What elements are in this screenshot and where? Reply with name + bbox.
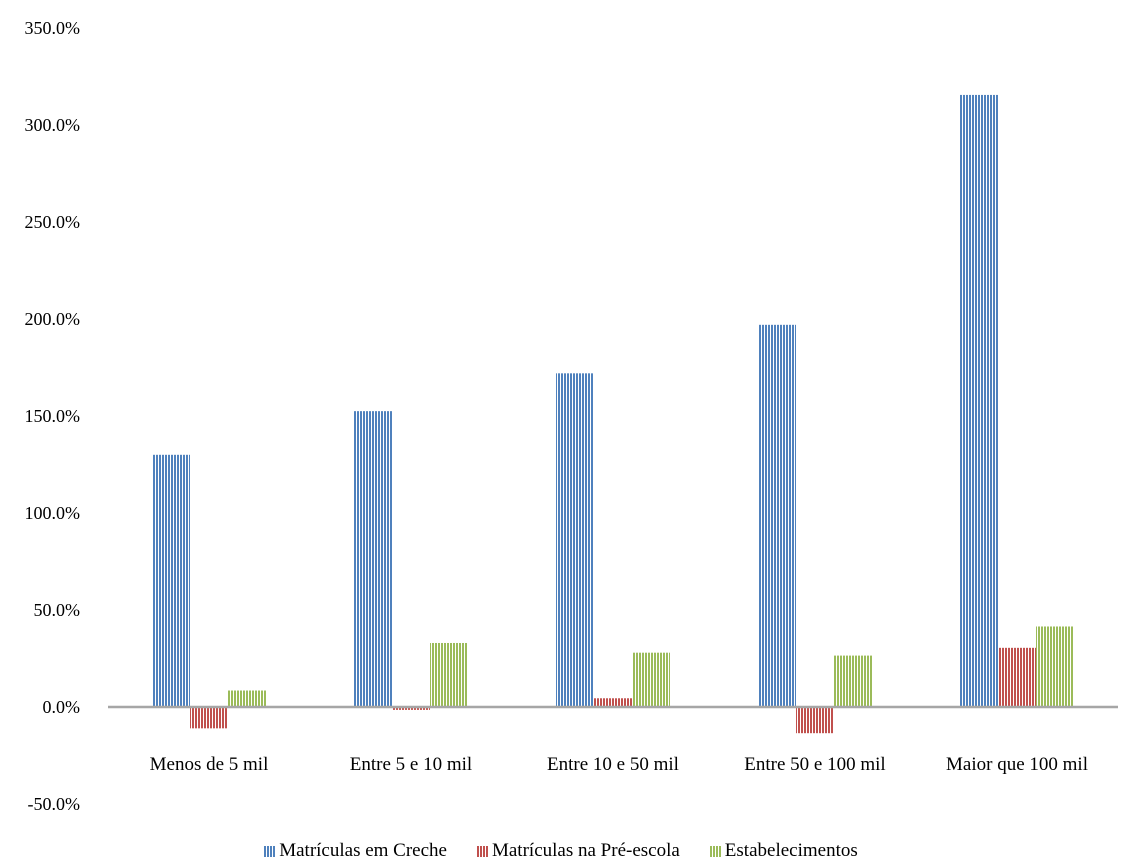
x-tick-label: Maior que 100 mil xyxy=(946,754,1088,775)
bar-estabelecimentos-5 xyxy=(1036,626,1074,707)
bar-estabelecimentos-3 xyxy=(632,652,670,707)
legend-label: Matrículas em Creche xyxy=(279,840,447,861)
bar-matr-culas-em-creche-3 xyxy=(556,373,594,707)
y-tick-label: 100.0% xyxy=(25,503,81,523)
bar-estabelecimentos-4 xyxy=(834,655,872,707)
bar-matr-culas-em-creche-1 xyxy=(152,454,190,707)
legend: Matrículas em Creche Matrículas na Pré-es… xyxy=(0,840,1122,862)
legend-label: Estabelecimentos xyxy=(724,840,858,861)
y-tick-label: 0.0% xyxy=(43,697,81,717)
legend-label: Matrículas na Pré-escola xyxy=(491,840,680,861)
y-tick-label: 250.0% xyxy=(25,212,81,232)
x-axis-tick-labels: Menos de 5 mil Entre 5 e 10 mil Entre 10 e… xyxy=(150,754,1088,775)
bar-matr-culas-na-pr-escola-5 xyxy=(998,647,1036,707)
bar-matr-culas-em-creche-2 xyxy=(354,411,392,707)
bar-group xyxy=(152,94,1074,734)
x-tick-label: Entre 50 e 100 mil xyxy=(744,754,885,775)
bar-estabelecimentos-1 xyxy=(228,690,266,707)
bar-matr-culas-na-pr-escola-4 xyxy=(796,707,834,734)
legend-item: Estabelecimentos xyxy=(709,840,858,862)
y-tick-label: 200.0% xyxy=(25,309,81,329)
x-tick-label: Menos de 5 mil xyxy=(150,754,269,775)
x-tick-label: Entre 10 e 50 mil xyxy=(547,754,679,775)
bar-matr-culas-na-pr-escola-1 xyxy=(190,707,228,729)
y-tick-label: -50.0% xyxy=(28,794,81,814)
bar-estabelecimentos-2 xyxy=(430,642,468,707)
bar-matr-culas-em-creche-5 xyxy=(960,94,998,708)
y-axis-tick-labels: 350.0% 300.0% 250.0% 200.0% 150.0% 100.0% 50.0… xyxy=(25,18,81,814)
legend-swatch xyxy=(709,845,721,857)
legend-item: Matrículas na Pré-escola xyxy=(476,840,680,862)
bar-matr-culas-na-pr-escola-2 xyxy=(392,707,430,710)
bar-matr-culas-na-pr-escola-3 xyxy=(594,698,632,707)
bar-chart: 350.0% 300.0% 250.0% 200.0% 150.0% 100.0% 50.0… xyxy=(25,18,1118,814)
legend-swatch xyxy=(476,845,488,857)
y-tick-label: 150.0% xyxy=(25,406,81,426)
legend-item: Matrículas em Creche xyxy=(264,840,447,862)
legend-swatch xyxy=(264,845,276,857)
x-tick-label: Entre 5 e 10 mil xyxy=(350,754,472,775)
y-tick-label: 50.0% xyxy=(34,600,81,620)
y-tick-label: 350.0% xyxy=(25,18,81,38)
bar-matr-culas-em-creche-4 xyxy=(758,324,796,707)
y-tick-label: 300.0% xyxy=(25,115,81,135)
